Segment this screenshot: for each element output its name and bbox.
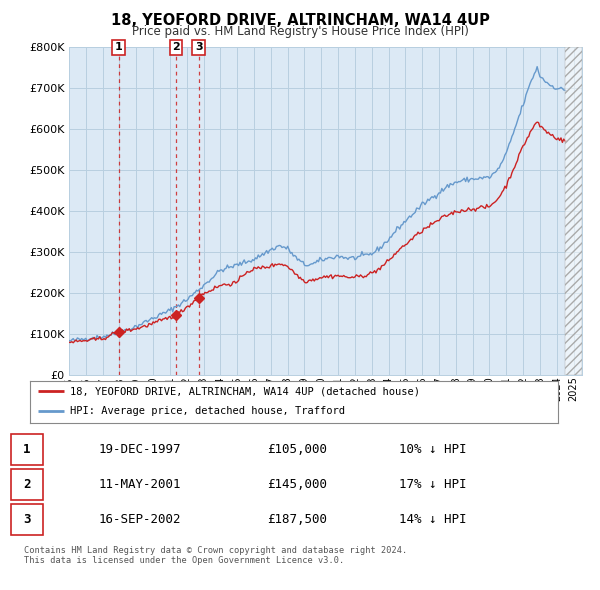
- Text: Contains HM Land Registry data © Crown copyright and database right 2024.
This d: Contains HM Land Registry data © Crown c…: [24, 546, 407, 565]
- Text: 2: 2: [172, 42, 180, 52]
- Text: 18, YEOFORD DRIVE, ALTRINCHAM, WA14 4UP: 18, YEOFORD DRIVE, ALTRINCHAM, WA14 4UP: [110, 13, 490, 28]
- FancyBboxPatch shape: [11, 504, 43, 535]
- Text: £105,000: £105,000: [267, 443, 327, 456]
- Text: 3: 3: [195, 42, 202, 52]
- Text: 19-DEC-1997: 19-DEC-1997: [99, 443, 182, 456]
- Text: 17% ↓ HPI: 17% ↓ HPI: [399, 478, 467, 491]
- FancyBboxPatch shape: [11, 469, 43, 500]
- Text: 3: 3: [23, 513, 31, 526]
- Text: £145,000: £145,000: [267, 478, 327, 491]
- Text: 18, YEOFORD DRIVE, ALTRINCHAM, WA14 4UP (detached house): 18, YEOFORD DRIVE, ALTRINCHAM, WA14 4UP …: [70, 386, 419, 396]
- Text: 2: 2: [23, 478, 31, 491]
- Text: 1: 1: [23, 443, 31, 456]
- Text: 1: 1: [115, 42, 122, 52]
- Text: 16-SEP-2002: 16-SEP-2002: [99, 513, 182, 526]
- Text: £187,500: £187,500: [267, 513, 327, 526]
- Text: 14% ↓ HPI: 14% ↓ HPI: [399, 513, 467, 526]
- FancyBboxPatch shape: [11, 434, 43, 465]
- Text: 10% ↓ HPI: 10% ↓ HPI: [399, 443, 467, 456]
- Text: HPI: Average price, detached house, Trafford: HPI: Average price, detached house, Traf…: [70, 406, 344, 416]
- Text: Price paid vs. HM Land Registry's House Price Index (HPI): Price paid vs. HM Land Registry's House …: [131, 25, 469, 38]
- Text: 11-MAY-2001: 11-MAY-2001: [99, 478, 182, 491]
